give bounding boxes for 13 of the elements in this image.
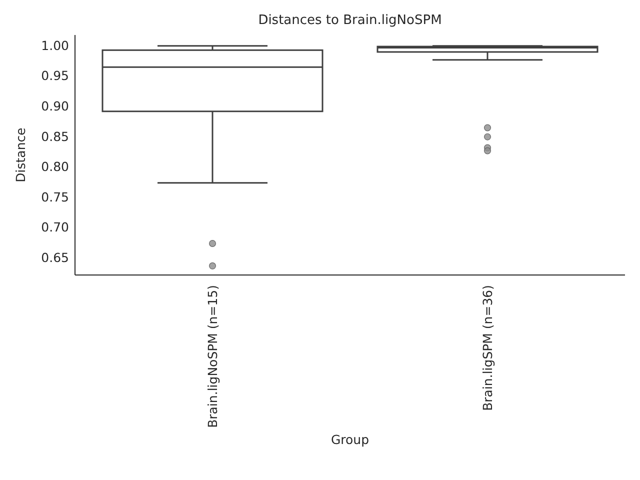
x-tick-label: Brain.ligSPM (n=36) [480,285,495,411]
y-tick-label: 0.90 [41,98,70,114]
y-tick-label: 0.95 [41,68,69,84]
y-tick-label: 0.75 [41,189,69,204]
chart-title: Distances to Brain.ligNoSPM [258,13,442,28]
x-axis-title: Group [330,432,370,447]
y-tick-label: 0.65 [41,250,69,266]
x-tick-label: Brain.ligNoSPM (n=15) [204,285,220,428]
y-tick-label: 0.85 [41,128,69,144]
y-axis-title: Distance [13,127,28,182]
y-tick-label: 0.80 [41,159,70,174]
y-tick-label: 1.00 [41,38,70,53]
y-tick-label: 0.70 [41,220,70,235]
